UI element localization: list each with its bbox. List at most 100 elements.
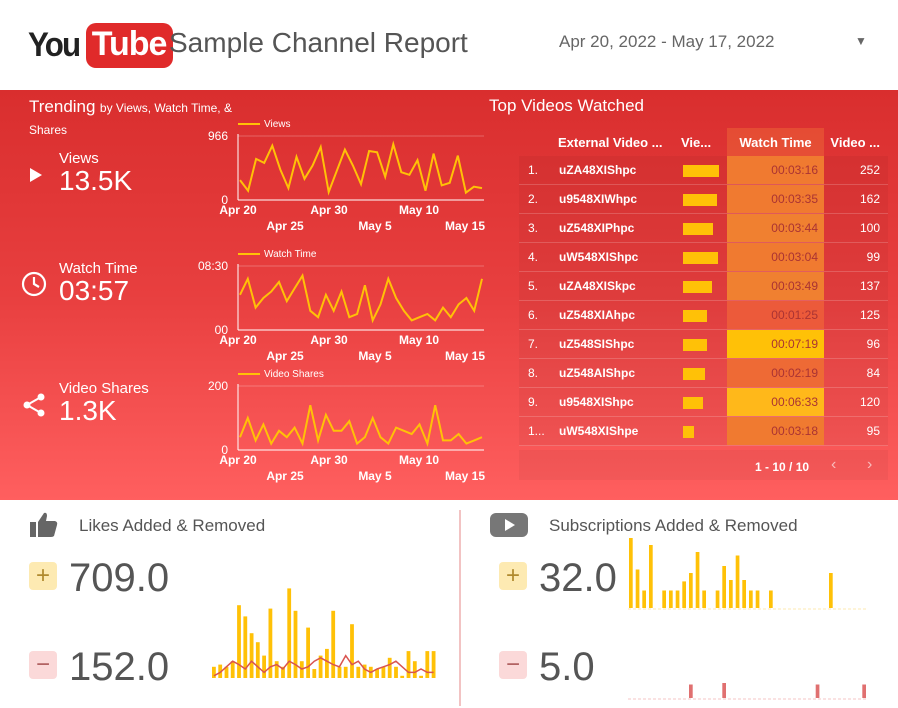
chevron-down-icon[interactable]: ▼ [855,34,867,48]
table-pager: 1 - 10 / 10 ‹ › [519,450,888,480]
row-index: 8. [528,366,539,380]
likes-bar-chart [212,588,436,678]
row-video-name[interactable]: uZA48XIShpc [559,163,637,177]
table-row[interactable]: 2. u9548XIWhpc 00:03:35 162 [519,185,888,214]
row-views-bar [683,165,719,177]
bar [350,624,354,678]
bar [662,590,666,608]
views-label: Views [59,150,99,167]
table-row[interactable]: 1. uZA48XIShpc 00:03:16 252 [519,156,888,185]
table-row[interactable]: 8. uZ548AIShpc 00:02:19 84 [519,359,888,388]
col-header-views[interactable]: Vie... [681,134,712,150]
table-row[interactable]: 6. uZ548XIAhpc 00:01:25 125 [519,301,888,330]
subs-removed-bar-chart [628,683,868,700]
table-row[interactable]: 9. u9548XIShpc 00:06:33 120 [519,388,888,417]
bar [343,666,348,678]
x-tick-label: May 10 [399,333,439,347]
shares-label: Video Shares [59,380,149,397]
row-video-name[interactable]: uW548XIShpe [559,424,639,438]
chevron-right-icon[interactable]: › [867,456,873,473]
bar [412,661,417,678]
x-tick-label: Apr 20 [219,453,257,467]
table-row[interactable]: 3. uZ548XIPhpc 00:03:44 100 [519,214,888,243]
row-views-cell [681,417,727,445]
removed-line [213,654,434,677]
x-tick-label: May 5 [358,219,392,233]
row-watch-time: 00:03:44 [727,214,824,242]
row-video-count: 99 [866,250,880,264]
shares-kpi: Video Shares 1.3K [59,380,149,425]
legend-label: Views [264,119,291,130]
top-videos-title: Top Videos Watched [489,96,644,115]
row-watch-time: 00:03:18 [727,417,824,445]
row-video-name[interactable]: u9548XIShpc [559,395,634,409]
bar [356,666,361,678]
row-video-count: 137 [859,279,880,293]
col-header-watch-time[interactable]: Watch Time [727,128,824,156]
table-row[interactable]: 5. uZA48XISkpc 00:03:49 137 [519,272,888,301]
row-video-count: 96 [866,337,880,351]
bar [689,573,693,608]
row-video-name[interactable]: uZ548XIAhpc [559,308,636,322]
row-video-count: 84 [866,366,880,380]
trending-heading: Trending [29,97,96,116]
row-video-count: 100 [859,221,880,235]
row-video-name[interactable]: uZA48XISkpc [559,279,636,293]
row-views-bar [683,194,717,206]
x-tick-label: May 5 [358,349,392,363]
table-row[interactable]: 4. uW548XIShpc 00:03:04 99 [519,243,888,272]
y-tick-label: 200 [208,379,228,393]
likes-added-sign: + [29,562,57,590]
likes-removed-value: 152.0 [69,645,170,689]
views-value: 13.5K [59,165,133,196]
x-tick-label: Apr 25 [266,219,304,233]
x-tick-label: May 10 [399,453,439,467]
col-header-video[interactable]: Video ... [830,134,880,150]
date-range-picker[interactable]: Apr 20, 2022 - May 17, 2022 [559,32,775,51]
page-title: Sample Channel Report [169,27,468,58]
row-video-name[interactable]: uW548XIShpc [559,250,639,264]
row-watch-time: 00:01:25 [727,301,824,329]
bar [306,627,310,678]
subs-added-sign: + [499,562,527,590]
row-index: 9. [528,395,539,409]
series-line [239,140,483,196]
row-views-cell [681,301,727,329]
table-row[interactable]: 1... uW548XIShpe 00:03:18 95 [519,417,888,446]
x-tick-label: May 15 [445,469,485,483]
table-row[interactable]: 7. uZ548SIShpc 00:07:19 96 [519,330,888,359]
bar [742,580,746,608]
row-index: 5. [528,279,539,293]
x-tick-label: May 15 [445,219,485,233]
row-watch-time: 00:03:35 [727,185,824,213]
x-tick-label: Apr 25 [266,349,304,363]
x-tick-label: May 5 [358,469,392,483]
row-views-bar [683,426,694,438]
row-views-bar [683,397,703,409]
row-video-name[interactable]: uZ548XIPhpc [559,221,635,235]
trending-title: Trending by Views, Watch Time, & Shares [29,96,269,141]
row-index: 1... [528,424,545,438]
bar [642,590,646,608]
row-watch-time: 00:07:19 [727,330,824,358]
row-video-name[interactable]: uZ548AIShpc [559,366,636,380]
x-tick-label: May 10 [399,203,439,217]
bar [729,580,733,608]
row-views-cell [681,243,727,271]
bar [431,651,436,678]
row-video-name[interactable]: uZ548SIShpc [559,337,635,351]
row-video-count: 95 [866,424,880,438]
row-video-name[interactable]: u9548XIWhpc [559,192,638,206]
row-video-count: 162 [859,192,880,206]
bar [815,684,820,698]
watch-time-label: Watch Time [59,260,138,277]
row-views-bar [683,252,718,264]
play-icon [30,168,42,182]
row-watch-time: 00:03:04 [727,243,824,271]
x-tick-label: May 15 [445,349,485,363]
chevron-left-icon[interactable]: ‹ [831,456,837,473]
bar [281,666,285,678]
col-header-name[interactable]: External Video ... [558,134,663,150]
bar [230,661,235,678]
bar [325,648,329,678]
